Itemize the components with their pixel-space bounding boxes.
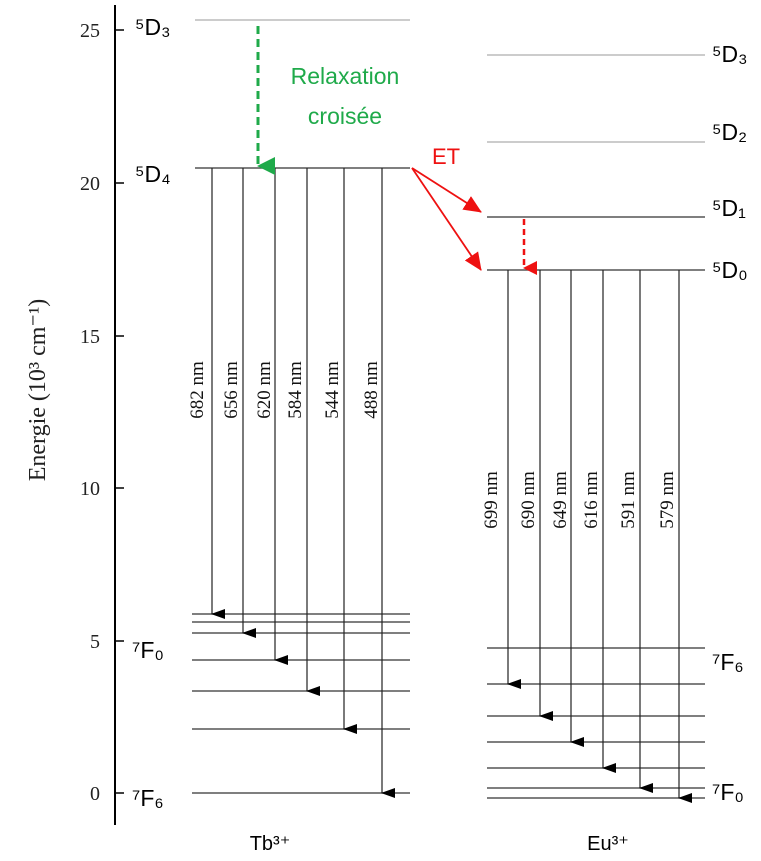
tb-trans-label-488: 488 nm [361, 361, 382, 419]
tb-label-7f6: ⁷F₆ [132, 785, 164, 811]
tb-trans-label-682: 682 nm [187, 361, 208, 419]
y-tick-label-15: 15 [80, 326, 100, 348]
tb-trans-label-620: 620 nm [254, 361, 275, 419]
eu-trans-label-699: 699 nm [481, 471, 502, 529]
eu-label-7f6: ⁷F₆ [712, 649, 744, 675]
tb-label-7f0: ⁷F₀ [132, 637, 164, 663]
eu-label-5d1: ⁵D₁ [712, 195, 746, 221]
y-axis-title: Energie (10³ cm⁻¹) [25, 299, 51, 482]
y-tick-label-5: 5 [90, 631, 100, 653]
et-arrow-to-5d0 [411, 167, 482, 271]
eu-trans-label-690: 690 nm [518, 471, 539, 529]
et-label: ET [432, 144, 460, 169]
y-tick-label-20: 20 [80, 173, 100, 195]
tb-trans-label-544: 544 nm [322, 361, 343, 419]
eu-trans-label-649: 649 nm [550, 471, 571, 529]
et-arrow-to-5d1 [411, 167, 482, 213]
tb-trans-label-584: 584 nm [285, 361, 306, 419]
eu-label-5d2: ⁵D₂ [712, 119, 747, 145]
eu-label-5d0: ⁵D₀ [712, 257, 748, 283]
y-tick-label-0: 0 [90, 783, 100, 805]
eu-trans-label-616: 616 nm [581, 471, 602, 529]
eu-label-7f0: ⁷F₀ [712, 779, 744, 805]
eu-trans-label-591: 591 nm [618, 471, 639, 529]
y-tick-label-10: 10 [80, 478, 100, 500]
tb-ion-label: Tb³⁺ [250, 833, 291, 855]
y-tick-label-25: 25 [80, 20, 100, 42]
eu-trans-label-579: 579 nm [657, 471, 678, 529]
tb-label-5d3: ⁵D₃ [135, 14, 171, 40]
cross-relaxation-label-1: Relaxation [291, 63, 400, 89]
eu-ion-label: Eu³⁺ [587, 833, 629, 855]
tb-trans-label-656: 656 nm [221, 361, 242, 419]
eu-label-5d3: ⁵D₃ [712, 41, 748, 67]
tb-label-5d4: ⁵D₄ [135, 161, 171, 187]
cross-relaxation-label-2: croisée [308, 103, 382, 129]
